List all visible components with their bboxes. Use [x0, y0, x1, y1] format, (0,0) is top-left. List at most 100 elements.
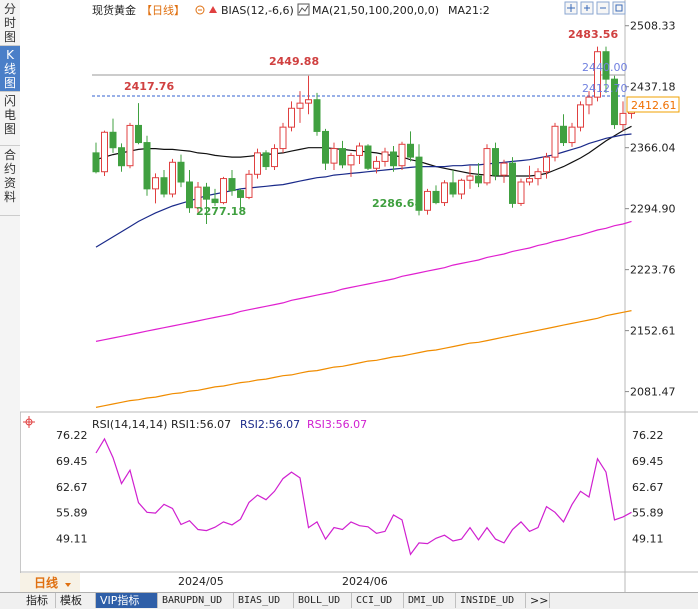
ma-indicator[interactable]: MA(21,50,100,200,0,0) [312, 4, 439, 17]
zoom-out-icon[interactable] [596, 1, 610, 15]
candle-body [347, 154, 355, 166]
period-button-bg[interactable] [20, 573, 80, 592]
symbol-name: 现货黄金 [92, 3, 136, 17]
crosshair-icon[interactable] [564, 1, 578, 15]
candle-body [254, 152, 261, 175]
candle-body [279, 126, 287, 150]
chevron-down-icon[interactable] [65, 583, 71, 587]
candle-body [594, 51, 601, 98]
candle-body [177, 161, 185, 183]
candle-body [602, 51, 610, 80]
kline-chart[interactable]: 现货黄金 【日线】 BIAS(12,-6,6) MA(21,50,100,200… [20, 0, 698, 592]
low-label-mid: 2286.68 [372, 197, 422, 210]
tab-inside[interactable]: INSIDE_UD [456, 593, 526, 608]
tab-contract-info[interactable]: 合约资料 [0, 146, 20, 216]
price-axis: 2508.33 2437.18 2366.04 2294.90 2223.76 … [630, 20, 676, 399]
candle-body [543, 156, 550, 173]
guide-label-upper: 2440.00 [582, 61, 628, 74]
tab-time-share[interactable]: 分时图 [0, 0, 20, 46]
time-label: 2024/05 [178, 575, 224, 588]
chart-area[interactable]: 现货黄金 【日线】 BIAS(12,-6,6) MA(21,50,100,200… [20, 0, 698, 592]
candle-body [356, 145, 363, 156]
high-label-right: 2483.56 [568, 28, 618, 41]
candle-body [322, 130, 329, 164]
ma21-line [95, 125, 632, 177]
candle-body [483, 148, 491, 184]
rsi-settings-icon[interactable] [23, 416, 35, 428]
rsi-tick-right: 69.45 [632, 455, 664, 468]
candle-body [551, 125, 559, 158]
expand-icon[interactable] [612, 1, 626, 15]
tab-templates[interactable]: 模板 [56, 593, 96, 608]
candle-body [517, 181, 525, 204]
tab-barupdn[interactable]: BARUPDN_UD [158, 593, 234, 608]
tab-vip-indicators[interactable]: VIP指标 [96, 593, 158, 608]
candle-body [611, 78, 618, 126]
tab-flash-chart[interactable]: 闪电图 [0, 92, 20, 146]
tab-boll[interactable]: BOLL_UD [294, 593, 352, 608]
rsi-tick-left: 76.22 [56, 429, 88, 442]
more-tabs-button[interactable]: >> [526, 593, 550, 608]
candle-body [152, 177, 159, 190]
rsi-title[interactable]: RSI(14,14,14) [92, 418, 167, 431]
candle-body [109, 131, 117, 149]
candle-body [585, 96, 593, 106]
current-price-value: 2412.61 [631, 99, 677, 112]
candle-body [339, 148, 346, 166]
candle-body [441, 182, 448, 204]
high-label-mid: 2449.88 [269, 55, 319, 68]
candle-body [296, 102, 304, 109]
guide-label-lower: 2412.70 [582, 82, 628, 95]
up-arrow-icon [209, 6, 217, 13]
candle-body [415, 156, 423, 211]
rsi-tick-right: 62.67 [632, 481, 664, 494]
candle-body [211, 198, 219, 204]
low-label-left: 2277.18 [196, 205, 246, 218]
candle-body [262, 152, 270, 168]
candle-body [237, 190, 244, 198]
candle-body [500, 162, 508, 176]
rsi-tick-right: 55.89 [632, 507, 664, 520]
candle-body [407, 143, 414, 158]
rsi3-value: RSI3:56.07 [307, 418, 367, 431]
tab-bias[interactable]: BIAS_UD [234, 593, 294, 608]
period-button[interactable]: 日线 [34, 575, 58, 590]
rsi-tick-left: 49.11 [56, 533, 88, 546]
toggle-icon[interactable] [195, 5, 205, 15]
candle-body [432, 190, 440, 204]
rsi1-value: RSI1:56.07 [171, 418, 231, 431]
ma-settings-icon[interactable] [297, 3, 310, 16]
candle-body [398, 143, 406, 167]
candle-body [381, 151, 389, 162]
current-price-box [626, 96, 680, 113]
indicator-tab-bar: 指标 模板 VIP指标 BARUPDN_UD BIAS_UD BOLL_UD C… [0, 592, 698, 609]
ma-settings-icon-line [298, 5, 309, 14]
candle-body [118, 147, 125, 167]
candle-body [160, 177, 168, 195]
candle-body [228, 178, 236, 192]
tab-dmi[interactable]: DMI_UD [404, 593, 456, 608]
candle-body [143, 142, 151, 190]
candle-body [458, 179, 465, 195]
bias-indicator[interactable]: BIAS(12,-6,6) [221, 4, 294, 17]
price-tick: 2152.61 [630, 325, 676, 338]
price-tick: 2508.33 [630, 20, 676, 33]
candle-body [330, 148, 338, 164]
candle-body [186, 181, 193, 209]
candle-body [271, 148, 278, 168]
rsi-tick-left: 69.45 [56, 455, 88, 468]
candle-body [534, 171, 542, 180]
ma21-value: MA21:2 [448, 4, 490, 17]
period-label[interactable]: 【日线】 [141, 3, 185, 17]
candle-body [245, 173, 253, 198]
candle-body [509, 162, 516, 204]
candle-body [135, 124, 142, 144]
candle-body [619, 112, 627, 126]
price-tick: 2081.47 [630, 386, 676, 399]
tab-cci[interactable]: CCI_UD [352, 593, 404, 608]
candle-body [475, 175, 482, 184]
tab-indicators[interactable]: 指标 [22, 593, 56, 608]
zoom-in-icon[interactable] [580, 1, 594, 15]
